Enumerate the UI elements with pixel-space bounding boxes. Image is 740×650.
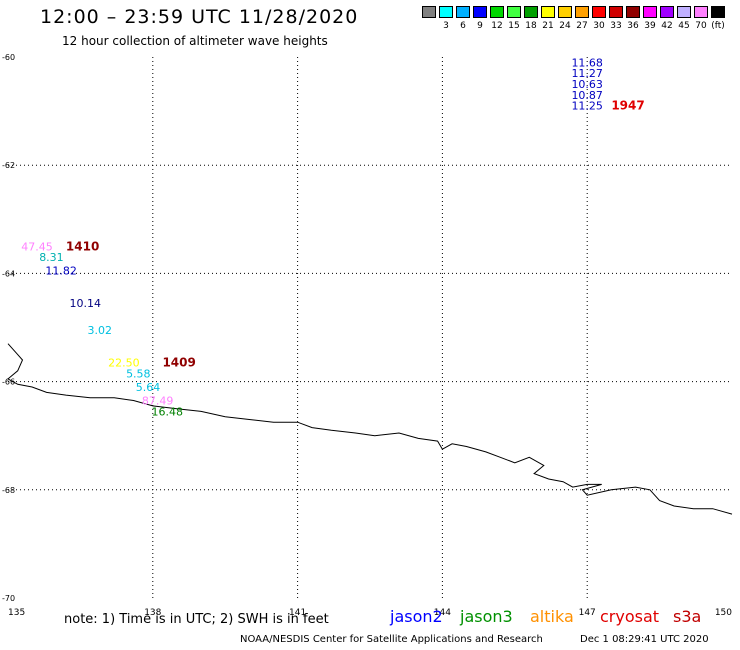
legend-swatch <box>473 6 487 18</box>
legend-label: (ft) <box>711 21 725 31</box>
legend-swatch <box>643 6 657 18</box>
legend-label: 21 <box>542 21 554 31</box>
legend-swatch <box>660 6 674 18</box>
legend-swatch <box>456 6 470 18</box>
wave-height-value: 11.27 <box>571 67 603 80</box>
generation-timestamp: Dec 1 08:29:41 UTC 2020 <box>580 634 709 645</box>
legend-label: 6 <box>460 21 466 31</box>
legend-swatch <box>609 6 623 18</box>
wave-height-value: 87.49 <box>142 395 174 408</box>
wave-height-value: 8.31 <box>39 251 64 264</box>
legend-label: 39 <box>644 21 656 31</box>
wave-height-value: 5.64 <box>136 381 161 394</box>
wave-height-value: 10.63 <box>571 78 603 91</box>
legend-label: 70 <box>695 21 707 31</box>
lat-tick-label: -62 <box>2 161 15 170</box>
satellite-s3a: s3a <box>673 607 702 626</box>
wave-height-value: 11.68 <box>571 56 603 69</box>
legend-label: 3 <box>443 21 449 31</box>
legend-swatch <box>558 6 572 18</box>
satellite-cryosat: cryosat <box>600 607 660 626</box>
legend-swatch <box>575 6 589 18</box>
legend-swatch <box>694 6 708 18</box>
legend-label: 18 <box>525 21 537 31</box>
legend-label: 12 <box>491 21 503 31</box>
lat-tick-label: -64 <box>2 269 15 278</box>
pass-time-label: 1409 <box>162 356 195 370</box>
legend-swatch <box>592 6 606 18</box>
legend-label: 45 <box>678 21 690 31</box>
lon-tick-label: 147 <box>579 608 596 618</box>
footer-note: note: 1) Time is in UTC; 2) SWH is in fe… <box>64 612 329 627</box>
legend-swatch <box>626 6 640 18</box>
pass-time-label: 1410 <box>66 239 99 253</box>
wave-height-value: 5.58 <box>126 367 151 380</box>
wave-height-value: 10.14 <box>69 297 101 310</box>
lat-tick-label: -60 <box>2 53 15 62</box>
credit-text: NOAA/NESDIS Center for Satellite Applica… <box>240 634 543 645</box>
lon-tick-label: 138 <box>144 608 161 618</box>
map-title: 12:00 – 23:59 UTC 11/28/2020 <box>40 6 359 28</box>
legend-label: 24 <box>559 21 571 31</box>
lon-tick-label: 144 <box>434 608 451 618</box>
antarctic-coastline <box>7 343 733 515</box>
satellite-altika: altika <box>530 607 574 626</box>
lon-tick-label: 150 <box>715 608 732 618</box>
wave-height-value: 10.87 <box>571 89 603 102</box>
legend-swatch <box>677 6 691 18</box>
satellite-jason3: jason3 <box>460 607 513 626</box>
legend-swatch <box>507 6 521 18</box>
wave-height-value: 47.45 <box>21 240 53 253</box>
legend-label: 42 <box>661 21 673 31</box>
legend-swatch <box>439 6 453 18</box>
lat-tick-label: -66 <box>2 378 15 387</box>
legend-swatch <box>422 6 436 18</box>
legend-label: 33 <box>610 21 622 31</box>
legend-swatch <box>524 6 538 18</box>
lon-tick-label: 141 <box>289 608 306 618</box>
legend-label: 27 <box>576 21 588 31</box>
wave-height-value: 22.50 <box>108 357 140 370</box>
wave-height-value: 3.02 <box>87 324 112 337</box>
map-subtitle: 12 hour collection of altimeter wave hei… <box>62 34 328 48</box>
wave-height-value: 11.25 <box>571 100 603 113</box>
legend-swatch <box>490 6 504 18</box>
wave-height-value: 11.82 <box>45 265 77 278</box>
legend-swatch <box>541 6 555 18</box>
lat-tick-label: -68 <box>2 486 15 495</box>
pass-time-label: 1947 <box>611 99 644 113</box>
lon-tick-label: 135 <box>8 608 25 618</box>
legend-label: 9 <box>477 21 483 31</box>
legend-label: 15 <box>508 21 520 31</box>
wave-height-value: 16.48 <box>152 405 184 418</box>
satellite-jason2: jason2 <box>390 607 443 626</box>
lat-tick-label: -70 <box>2 594 15 603</box>
legend-label: 30 <box>593 21 605 31</box>
legend-swatch <box>711 6 725 18</box>
legend-label: 36 <box>627 21 639 31</box>
